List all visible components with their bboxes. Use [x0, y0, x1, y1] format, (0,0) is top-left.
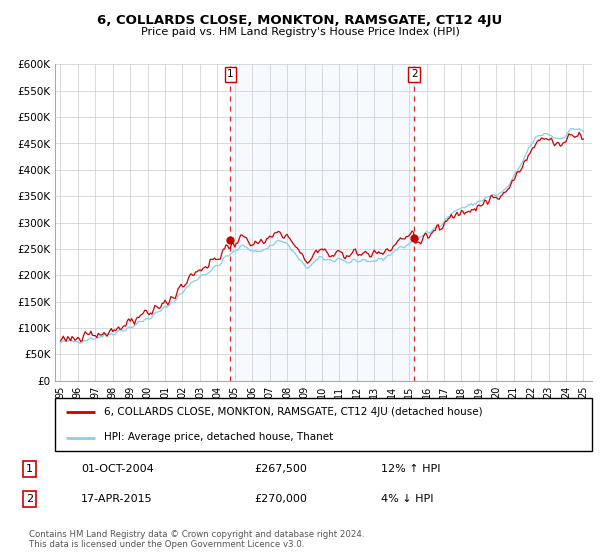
Bar [230, 64, 414, 381]
Text: 6, COLLARDS CLOSE, MONKTON, RAMSGATE, CT12 4JU (detached house): 6, COLLARDS CLOSE, MONKTON, RAMSGATE, CT… [104, 408, 482, 418]
Text: Contains HM Land Registry data © Crown copyright and database right 2024.
This d: Contains HM Land Registry data © Crown c… [29, 530, 365, 549]
Text: 17-APR-2015: 17-APR-2015 [81, 494, 153, 504]
Text: 01-OCT-2004: 01-OCT-2004 [81, 464, 154, 474]
Text: £267,500: £267,500 [254, 464, 307, 474]
Text: 2: 2 [26, 494, 33, 504]
Text: Price paid vs. HM Land Registry's House Price Index (HPI): Price paid vs. HM Land Registry's House … [140, 27, 460, 37]
Text: 4% ↓ HPI: 4% ↓ HPI [380, 494, 433, 504]
Text: 12% ↑ HPI: 12% ↑ HPI [380, 464, 440, 474]
Text: 1: 1 [227, 69, 234, 79]
FancyBboxPatch shape [55, 398, 592, 451]
Text: 2: 2 [411, 69, 418, 79]
Text: 1: 1 [26, 464, 33, 474]
Text: HPI: Average price, detached house, Thanet: HPI: Average price, detached house, Than… [104, 432, 333, 442]
Text: £270,000: £270,000 [254, 494, 307, 504]
Text: 6, COLLARDS CLOSE, MONKTON, RAMSGATE, CT12 4JU: 6, COLLARDS CLOSE, MONKTON, RAMSGATE, CT… [97, 14, 503, 27]
